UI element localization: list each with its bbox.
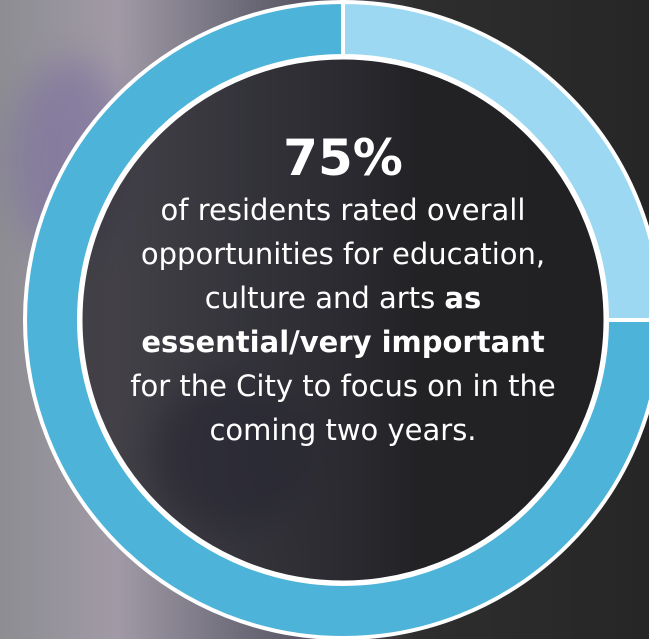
description-part: for the City to focus on in the coming t… bbox=[130, 369, 556, 447]
donut-segment bbox=[341, 0, 649, 322]
donut-segment bbox=[23, 0, 649, 639]
description: of residents rated overall opportunities… bbox=[118, 188, 568, 452]
description-part: of residents rated overall opportunities… bbox=[140, 193, 546, 315]
description-part: as essential/very important bbox=[141, 281, 545, 359]
headline-value: 75% bbox=[283, 129, 403, 187]
center-text: 75% of residents rated overall opportuni… bbox=[118, 128, 568, 452]
donut-hole bbox=[79, 56, 607, 584]
